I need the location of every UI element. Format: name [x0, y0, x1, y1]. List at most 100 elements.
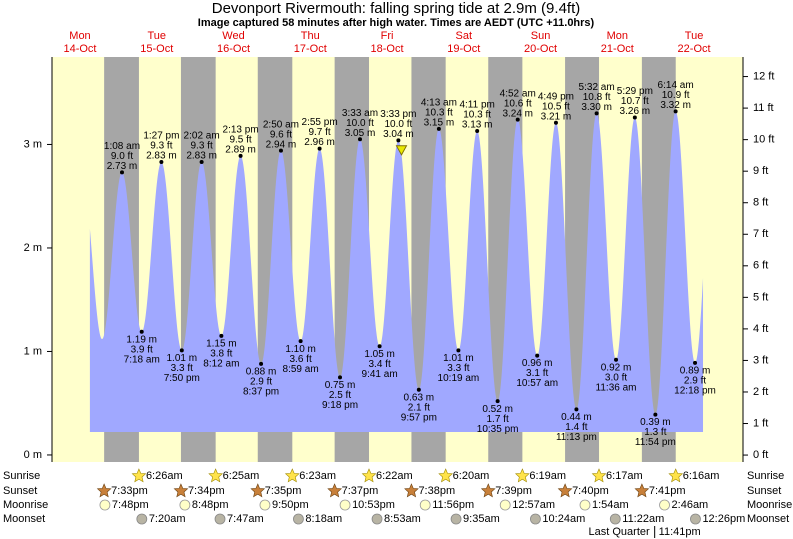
current-tide-marker: [395, 145, 408, 156]
sunset-time: 7:35pm: [265, 485, 302, 497]
tide-point: [653, 412, 658, 417]
day-date: 16-Oct: [217, 43, 250, 55]
tide-time-label: 9:18 pm: [322, 400, 358, 411]
tide-point: [553, 120, 558, 125]
sunrise-icon: [284, 468, 300, 483]
tide-m-label: 2.89 m: [225, 144, 256, 155]
tide-m-label: 0.52 m: [482, 404, 513, 415]
moonset-icon: [450, 513, 462, 525]
tide-point: [377, 344, 382, 349]
tide-point: [673, 109, 678, 114]
tide-ft-label: 10.0 ft: [384, 119, 412, 130]
sunset-icon: [480, 483, 496, 498]
day-name: Tue: [147, 30, 166, 42]
tide-point: [259, 361, 264, 366]
tide-ft-label: 2.9 ft: [250, 377, 272, 388]
sunrise-time: 6:20am: [453, 470, 490, 482]
row-label: Sunset: [3, 485, 37, 497]
tide-point: [317, 146, 322, 151]
moonset-icon: [530, 513, 541, 525]
tide-time-label: 2:02 am: [184, 131, 220, 142]
y2-tick-label: 12 ft: [753, 70, 774, 82]
row-label: Moonrise: [3, 499, 48, 511]
tide-ft-label: 10.9 ft: [662, 90, 690, 101]
sunset-time: 7:41pm: [649, 485, 686, 497]
moonrise-time: 11:56pm: [432, 499, 474, 511]
tide-ft-label: 9.3 ft: [191, 141, 213, 152]
moonrise-time: 1:54am: [592, 499, 629, 511]
tide-m-label: 0.75 m: [325, 380, 356, 391]
tide-m-label: 0.89 m: [680, 365, 711, 376]
tide-point: [416, 387, 421, 392]
day-date: 15-Oct: [140, 43, 173, 55]
moonset-time: 11:22am: [622, 513, 664, 525]
tide-time-label: 3:33 pm: [380, 109, 416, 120]
y2-tick-label: 6 ft: [753, 260, 768, 272]
tide-point: [139, 329, 144, 334]
tide-ft-label: 2.9 ft: [684, 375, 706, 386]
tide-m-label: 0.39 m: [640, 417, 671, 428]
sunset-icon: [557, 483, 573, 498]
sunset-time: 7:33pm: [111, 485, 148, 497]
sunrise-time: 6:16am: [683, 470, 720, 482]
tide-m-label: 0.63 m: [404, 392, 435, 403]
tide-point: [515, 117, 520, 122]
tide-time-label: 8:59 am: [283, 364, 319, 375]
sunset-time: 7:39pm: [495, 485, 532, 497]
tide-point: [119, 170, 124, 175]
moonset-icon: [690, 513, 701, 525]
day-name: Fri: [381, 30, 394, 42]
day-date: 21-Oct: [601, 43, 634, 55]
tide-point: [614, 357, 619, 362]
tide-m-label: 1.01 m: [443, 353, 474, 364]
tide-time-label: 10:35 pm: [477, 424, 519, 435]
tide-ft-label: 1.4 ft: [565, 422, 587, 433]
day-date: 18-Oct: [371, 43, 404, 55]
y2-tick-label: 2 ft: [753, 386, 768, 398]
tide-time-label: 10:19 am: [438, 373, 480, 384]
tide-time-label: 5:32 am: [579, 82, 615, 93]
moonset-time: 12:26pm: [702, 513, 745, 525]
sunset-icon: [96, 483, 112, 498]
row-label: Moonset: [747, 513, 789, 525]
sunrise-icon: [438, 468, 454, 483]
tide-ft-label: 3.0 ft: [605, 372, 627, 383]
y2-tick-label: 10 ft: [753, 134, 774, 146]
moonrise-time: 7:48pm: [112, 499, 149, 511]
moonrise-icon: [579, 499, 591, 511]
y2-tick-label: 5 ft: [753, 291, 768, 303]
moonrise-icon: [99, 499, 111, 511]
tide-m-label: 1.15 m: [206, 339, 237, 350]
row-label: Sunset: [747, 485, 781, 497]
tide-ft-label: 10.0 ft: [346, 118, 374, 129]
tide-m-label: 3.21 m: [541, 111, 572, 122]
tide-m-label: 3.26 m: [620, 106, 651, 117]
tide-ft-label: 2.1 ft: [408, 402, 430, 413]
sunset-time: 7:40pm: [572, 485, 609, 497]
moonset-time: 7:47am: [227, 513, 264, 525]
y2-tick-label: 0 ft: [753, 449, 768, 461]
tide-point: [693, 360, 698, 365]
tide-ft-label: 3.3 ft: [447, 363, 469, 374]
row-label: Moonset: [3, 513, 45, 525]
tide-ft-label: 3.3 ft: [171, 363, 193, 374]
tide-time-label: 7:18 am: [124, 354, 160, 365]
day-date: 14-Oct: [63, 43, 96, 55]
moonrise-icon: [659, 499, 670, 511]
tide-ft-label: 1.3 ft: [644, 427, 666, 438]
tide-point: [632, 115, 637, 120]
moonset-icon: [293, 513, 304, 525]
tide-ft-label: 3.4 ft: [368, 359, 390, 370]
tide-point: [298, 339, 303, 344]
sunset-time: 7:38pm: [418, 485, 455, 497]
moon-phase-name: Last Quarter: [589, 526, 650, 538]
tide-ft-label: 10.8 ft: [583, 92, 611, 103]
day-name: Mon: [69, 30, 90, 42]
moonset-icon: [136, 513, 148, 525]
day-name: Sun: [531, 30, 551, 42]
tide-point: [199, 160, 204, 165]
moonrise-time: 2:46am: [672, 499, 709, 511]
tide-ft-label: 10.3 ft: [425, 108, 453, 119]
tide-time-label: 6:14 am: [658, 80, 694, 91]
